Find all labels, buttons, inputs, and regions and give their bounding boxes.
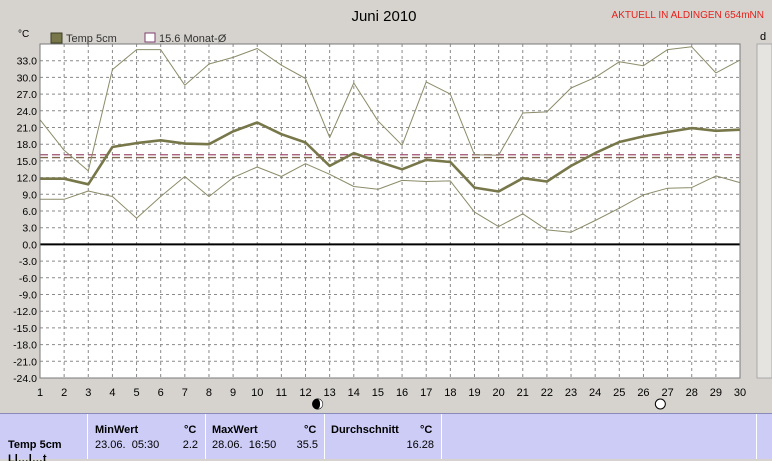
x-tick-label: 2 xyxy=(61,387,67,399)
x-tick-label: 29 xyxy=(710,387,722,399)
x-tick-label: 17 xyxy=(420,387,432,399)
x-tick-label: 30 xyxy=(734,387,746,399)
moon-markers xyxy=(312,398,666,410)
series-line-max xyxy=(39,46,741,172)
x-tick-label: 18 xyxy=(444,387,456,399)
x-tick-label: 10 xyxy=(251,387,263,399)
y-tick-label: -21.0 xyxy=(13,356,37,368)
x-tick-label: 22 xyxy=(541,387,553,399)
y-tick-label: 21.0 xyxy=(17,123,38,135)
stats-separator xyxy=(205,414,206,459)
y-tick-label: 12.0 xyxy=(17,173,38,185)
avg-value: 16.28 xyxy=(406,439,434,451)
x-tick-label: 14 xyxy=(348,387,360,399)
legend-swatch-mean xyxy=(144,32,156,43)
y-tick-label: 9.0 xyxy=(22,189,37,201)
plot-border xyxy=(39,43,741,379)
x-tick-label: 11 xyxy=(276,387,287,399)
x-tick-label: 8 xyxy=(206,387,212,399)
y-tick-label: 0.0 xyxy=(22,239,37,251)
y-tick-label: -18.0 xyxy=(13,340,37,352)
x-tick-label: 24 xyxy=(589,387,601,399)
y-tick-label: 18.0 xyxy=(17,139,38,151)
stats-separator xyxy=(441,414,442,459)
y-tick-label: -24.0 xyxy=(13,373,37,385)
full-moon-icon xyxy=(654,398,666,410)
y-tick-label: -12.0 xyxy=(13,306,37,318)
stats-panel: Temp 5cm Ll…l…t MinWert °C 23.06. 05:30 … xyxy=(0,413,772,461)
stats-separator xyxy=(87,414,88,459)
min-when: 23.06. 05:30 xyxy=(95,439,160,451)
x-tick-label: 20 xyxy=(492,387,504,399)
y-tick-label: 33.0 xyxy=(17,56,38,68)
stats-separator xyxy=(756,414,757,459)
y-tick-label: 6.0 xyxy=(22,206,37,218)
stats-separator xyxy=(324,414,325,459)
x-tick-label: 27 xyxy=(661,387,673,399)
y-tick-label: 24.0 xyxy=(17,106,38,118)
x-tick-label: 23 xyxy=(565,387,577,399)
min-value: 2.2 xyxy=(182,439,198,451)
min-header: MinWert xyxy=(95,424,139,436)
x-tick-label: 15 xyxy=(372,387,384,399)
max-value: 35.5 xyxy=(296,439,318,451)
avg-unit: °C xyxy=(420,424,433,436)
y-tick-label: -3.0 xyxy=(19,256,37,268)
x-gridlines xyxy=(63,44,717,378)
y-tick-label: 30.0 xyxy=(17,72,38,84)
x-tick-label: 19 xyxy=(468,387,480,399)
right-axis-char: d xyxy=(760,31,766,43)
mean-lines xyxy=(40,154,740,159)
station-label: AKTUELL IN ALDINGEN 654mNN xyxy=(612,10,764,21)
series-line-temp xyxy=(40,121,741,193)
stats-row-label2: Ll…l…t xyxy=(8,453,47,461)
x-tick-label: 28 xyxy=(686,387,698,399)
x-tick-label: 25 xyxy=(613,387,625,399)
scrollbar-track[interactable] xyxy=(756,43,772,379)
y-tick-labels: 33.0 30.0 27.0 24.0 21.0 18.0 15.0 12.0 9.0 6.0 3.… xyxy=(13,56,37,385)
x-tick-label: 16 xyxy=(396,387,408,399)
legend-mean-label: 15.6 Monat-Ø xyxy=(159,33,227,45)
legend-temp-label: Temp 5cm xyxy=(66,33,117,45)
y-tick-label: -9.0 xyxy=(19,290,37,302)
series-line-min xyxy=(40,163,741,233)
y-tick-label: 15.0 xyxy=(17,156,38,168)
y-unit-label: °C xyxy=(18,29,29,40)
y-tick-label: -15.0 xyxy=(13,323,37,335)
x-tick-label: 3 xyxy=(85,387,91,399)
x-tick-label: 1 xyxy=(37,387,43,399)
max-unit: °C xyxy=(304,424,317,436)
legend-swatch-temp xyxy=(50,32,63,44)
x-tick-label: 13 xyxy=(324,387,336,399)
x-tick-label: 26 xyxy=(637,387,649,399)
min-unit: °C xyxy=(184,424,197,436)
x-tick-label: 7 xyxy=(182,387,188,399)
series-lines xyxy=(39,46,741,233)
x-tick-label: 5 xyxy=(133,387,139,399)
avg-header: Durchschnitt xyxy=(331,424,399,436)
max-header: MaxWert xyxy=(212,424,258,436)
max-when: 28.06. 16:50 xyxy=(212,439,277,451)
y-tick-label: -6.0 xyxy=(19,273,37,285)
stats-row-label: Temp 5cm xyxy=(8,439,62,451)
chart-title: Juni 2010 xyxy=(351,8,416,25)
x-tick-labels: 1 2 3 4 5 6 7 8 9 10 11 12 13 14 15 16 17 18 19 20 21 22 23 24 2… xyxy=(37,387,746,399)
x-tick-label: 12 xyxy=(299,387,311,399)
new-moon-icon-highlight xyxy=(317,399,323,409)
y-tick-label: 3.0 xyxy=(22,223,37,235)
y-tick-label: 27.0 xyxy=(17,89,38,101)
x-tick-label: 4 xyxy=(109,387,115,399)
chart: 33.030.027.024.021.018.015.012.09.06.03.… xyxy=(13,8,772,410)
x-tick-label: 21 xyxy=(517,387,529,399)
x-tick-label: 9 xyxy=(230,387,236,399)
x-tick-label: 6 xyxy=(158,387,164,399)
